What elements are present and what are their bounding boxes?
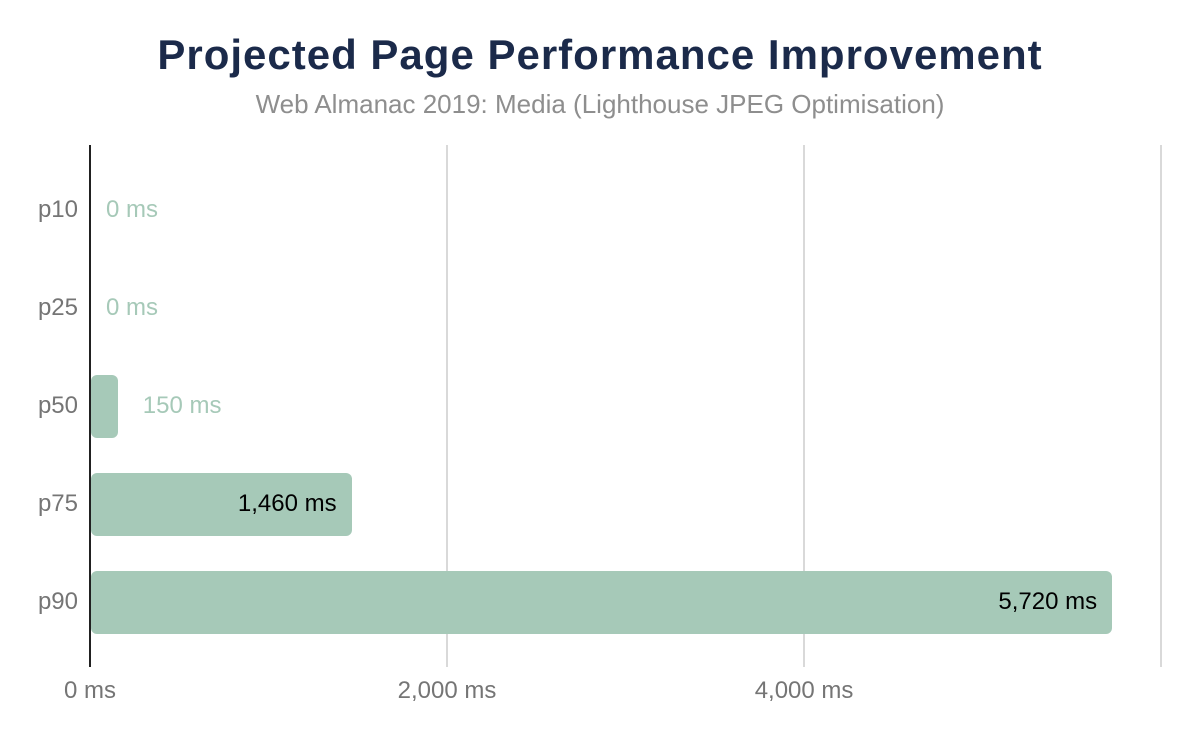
gridline bbox=[1160, 145, 1163, 667]
bar-p50 bbox=[91, 374, 118, 438]
gridline bbox=[803, 145, 806, 667]
gridline bbox=[446, 145, 449, 667]
category-label: p25 bbox=[37, 294, 78, 321]
category-label: p10 bbox=[37, 196, 78, 223]
category-label: p90 bbox=[37, 588, 78, 615]
value-label: 150 ms bbox=[142, 392, 222, 419]
value-label: 1,460 ms bbox=[237, 490, 337, 517]
chart-subtitle: Web Almanac 2019: Media (Lighthouse JPEG… bbox=[255, 89, 945, 119]
category-label: p50 bbox=[37, 392, 78, 419]
x-axis-tick-label: 2,000 ms bbox=[397, 677, 497, 704]
category-label: p75 bbox=[37, 490, 78, 517]
y-axis-line bbox=[89, 145, 91, 667]
chart-title: Projected Page Performance Improvement bbox=[157, 31, 1043, 78]
x-axis-tick-label: 4,000 ms bbox=[754, 677, 854, 704]
value-label: 5,720 ms bbox=[998, 588, 1098, 615]
value-label: 0 ms bbox=[106, 196, 159, 223]
bar-p90 bbox=[91, 570, 1113, 634]
bar-p75 bbox=[91, 472, 352, 536]
x-axis-tick-label: 0 ms bbox=[63, 677, 117, 704]
value-label: 0 ms bbox=[106, 294, 159, 321]
plot-area: p10 0 ms p25 0 ms p50 150 ms p75 1,460 ms p90 5,7… bbox=[0, 145, 1200, 704]
